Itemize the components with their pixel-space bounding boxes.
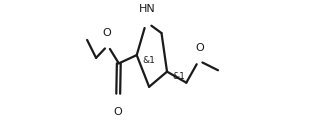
Text: &1: &1 (142, 56, 155, 65)
Text: O: O (195, 43, 204, 54)
Text: O: O (103, 28, 111, 38)
Text: O: O (114, 107, 123, 117)
Text: &1: &1 (172, 72, 185, 81)
Text: HN: HN (139, 4, 155, 15)
